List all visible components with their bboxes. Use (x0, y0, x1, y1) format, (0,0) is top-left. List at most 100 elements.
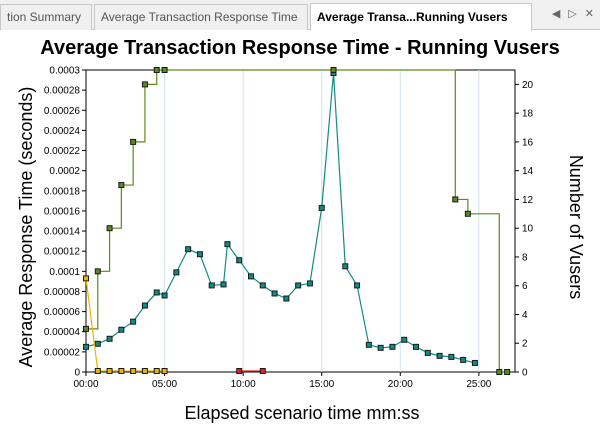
y2-tick-label: 12 (522, 195, 534, 206)
y-tick-label: 0.00002 (44, 347, 81, 358)
data-point[interactable] (283, 295, 290, 302)
y2-tick-label: 2 (522, 339, 528, 350)
series-line-1 (86, 69, 508, 373)
data-point[interactable] (295, 282, 302, 289)
data-point[interactable] (106, 335, 113, 342)
data-point[interactable] (259, 282, 266, 289)
data-point[interactable] (306, 280, 313, 287)
y-tick-label: 0.00022 (44, 146, 81, 157)
data-point[interactable] (94, 268, 101, 275)
tab-average-transaction-response-time[interactable]: Average Transaction Response Time (94, 4, 308, 30)
data-point[interactable] (354, 282, 361, 289)
y2-tick-label: 14 (522, 166, 534, 177)
axis-ticks: 00:00 05:00 10:00 15:00 20:00 25:00 0 0.00002 0.… (44, 66, 534, 391)
data-point[interactable] (496, 369, 503, 375)
x-tick-label: 15:00 (309, 379, 334, 390)
data-point[interactable] (220, 281, 227, 288)
y2-tick-label: 0 (522, 368, 528, 379)
data-point[interactable] (377, 344, 384, 351)
data-point[interactable] (401, 336, 408, 343)
x-tick-label: 20:00 (388, 379, 413, 390)
y2-tick-label: 10 (522, 224, 534, 235)
close-icon[interactable]: ✕ (584, 8, 594, 20)
plot-area (85, 69, 516, 373)
x-tick-label: 10:00 (231, 379, 256, 390)
data-point[interactable] (413, 343, 419, 350)
data-point[interactable] (330, 67, 337, 73)
data-point[interactable] (452, 196, 459, 203)
data-point[interactable] (141, 367, 148, 374)
y2-tick-label: 18 (522, 109, 534, 120)
y-tick-label: 0.0002 (49, 166, 80, 177)
x-tick-label: 05:00 (152, 379, 177, 390)
chart: Average Transaction Response Time - Runn… (16, 37, 586, 423)
y-tick-label: 0 (74, 368, 80, 379)
y2-axis-label: Number of Vusers (566, 155, 586, 299)
data-point[interactable] (365, 341, 372, 348)
chart-title: Average Transaction Response Time - Runn… (40, 37, 559, 59)
x-axis-label: Elapsed scenario time mm:ss (184, 403, 419, 423)
data-point[interactable] (208, 282, 215, 289)
y2-tick-label: 8 (522, 252, 528, 263)
data-point[interactable] (342, 263, 349, 270)
data-point[interactable] (130, 138, 137, 145)
data-point[interactable] (161, 67, 168, 73)
tab-average-transaction-running-vusers[interactable]: Average Transa...Running Vusers (310, 3, 532, 31)
data-point[interactable] (83, 325, 89, 332)
y-tick-label: 0.00012 (44, 247, 81, 258)
data-point[interactable] (153, 289, 160, 296)
data-point[interactable] (106, 367, 113, 374)
data-point[interactable] (460, 356, 467, 363)
data-point[interactable] (153, 367, 160, 374)
data-point[interactable] (236, 257, 243, 264)
y-tick-label: 0.00018 (44, 186, 81, 197)
data-point[interactable] (173, 269, 180, 276)
data-point[interactable] (83, 343, 89, 350)
tab-transaction-summary[interactable]: tion Summary (0, 4, 92, 30)
data-point[interactable] (448, 353, 455, 360)
data-point[interactable] (236, 367, 243, 374)
data-point[interactable] (83, 275, 89, 282)
data-point[interactable] (94, 367, 101, 374)
data-point[interactable] (161, 367, 168, 374)
y-tick-label: 0.00026 (44, 106, 81, 117)
data-point[interactable] (271, 290, 278, 297)
data-point[interactable] (196, 251, 203, 258)
data-point[interactable] (161, 292, 168, 299)
y-tick-label: 0.00024 (44, 126, 81, 137)
data-point[interactable] (106, 225, 113, 232)
scroll-right-icon[interactable]: ▷ (568, 8, 577, 20)
y-tick-label: 0.0003 (49, 66, 80, 77)
data-point[interactable] (141, 81, 148, 88)
data-point[interactable] (141, 302, 148, 309)
series-layer (83, 67, 511, 375)
tab-bar: tion Summary Average Transaction Respons… (0, 0, 600, 31)
data-point[interactable] (118, 326, 125, 333)
chart-panel: Average Transaction Response Time - Runn… (0, 31, 600, 428)
data-point[interactable] (153, 67, 160, 73)
scroll-left-icon[interactable]: ◀ (551, 8, 561, 20)
y-tick-label: 0.00004 (44, 327, 81, 338)
data-point[interactable] (130, 367, 137, 374)
y2-tick-label: 16 (522, 137, 534, 148)
data-point[interactable] (185, 246, 192, 253)
data-point[interactable] (424, 349, 431, 356)
data-point[interactable] (464, 210, 471, 217)
gridlines (164, 70, 480, 372)
tab-controls: ◀ ▷ ✕ (552, 7, 594, 23)
data-point[interactable] (318, 204, 325, 211)
data-point[interactable] (259, 367, 266, 374)
data-point[interactable] (504, 369, 511, 375)
data-point[interactable] (389, 343, 396, 350)
y-tick-label: 0.00028 (44, 86, 81, 97)
y2-tick-label: 6 (522, 281, 528, 292)
x-tick-label: 00:00 (73, 379, 98, 390)
data-point[interactable] (248, 273, 254, 280)
data-point[interactable] (118, 367, 125, 374)
data-point[interactable] (118, 182, 125, 189)
data-point[interactable] (94, 340, 101, 347)
data-point[interactable] (224, 241, 231, 248)
data-point[interactable] (130, 318, 137, 325)
data-point[interactable] (436, 352, 443, 359)
data-point[interactable] (471, 359, 478, 366)
